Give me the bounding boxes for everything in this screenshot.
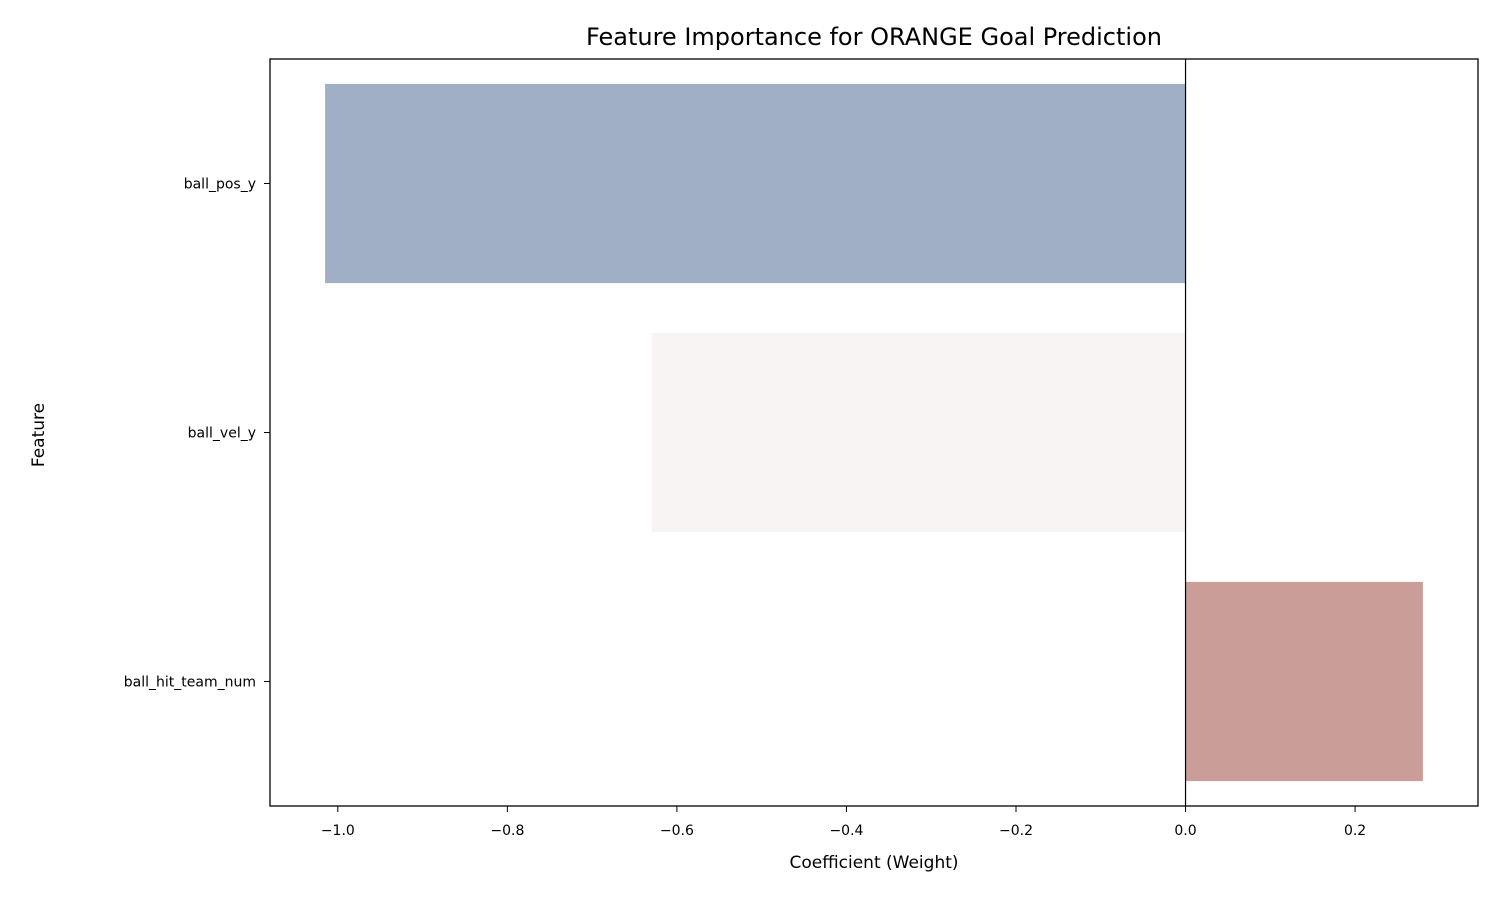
x-axis-label: Coefficient (Weight) — [789, 853, 958, 873]
bar-ball-vel-y — [651, 332, 1186, 533]
y-axis-label: Feature — [29, 403, 49, 467]
x-tick-label: −0.2 — [999, 823, 1033, 839]
x-tick-label: 0.0 — [1174, 823, 1196, 839]
x-tick-label: −0.6 — [660, 823, 694, 839]
bars-group — [325, 83, 1423, 782]
y-axis-ticks: ball_pos_y ball_vel_y ball_hit_team_num — [124, 177, 270, 691]
x-tick-label: −1.0 — [321, 823, 355, 839]
y-tick-label: ball_pos_y — [184, 177, 256, 193]
x-tick-label: 0.2 — [1344, 823, 1366, 839]
bar-ball-pos-y — [325, 83, 1186, 284]
x-tick-label: −0.4 — [829, 823, 863, 839]
bar-ball-hit-team-num — [1185, 581, 1423, 782]
y-tick-label: ball_hit_team_num — [124, 675, 256, 691]
x-axis-ticks: −1.0 −0.8 −0.6 −0.4 −0.2 0.0 0.2 — [321, 806, 1366, 839]
x-tick-label: −0.8 — [490, 823, 524, 839]
y-tick-label: ball_vel_y — [188, 426, 256, 442]
chart-title: Feature Importance for ORANGE Goal Predi… — [586, 23, 1162, 51]
